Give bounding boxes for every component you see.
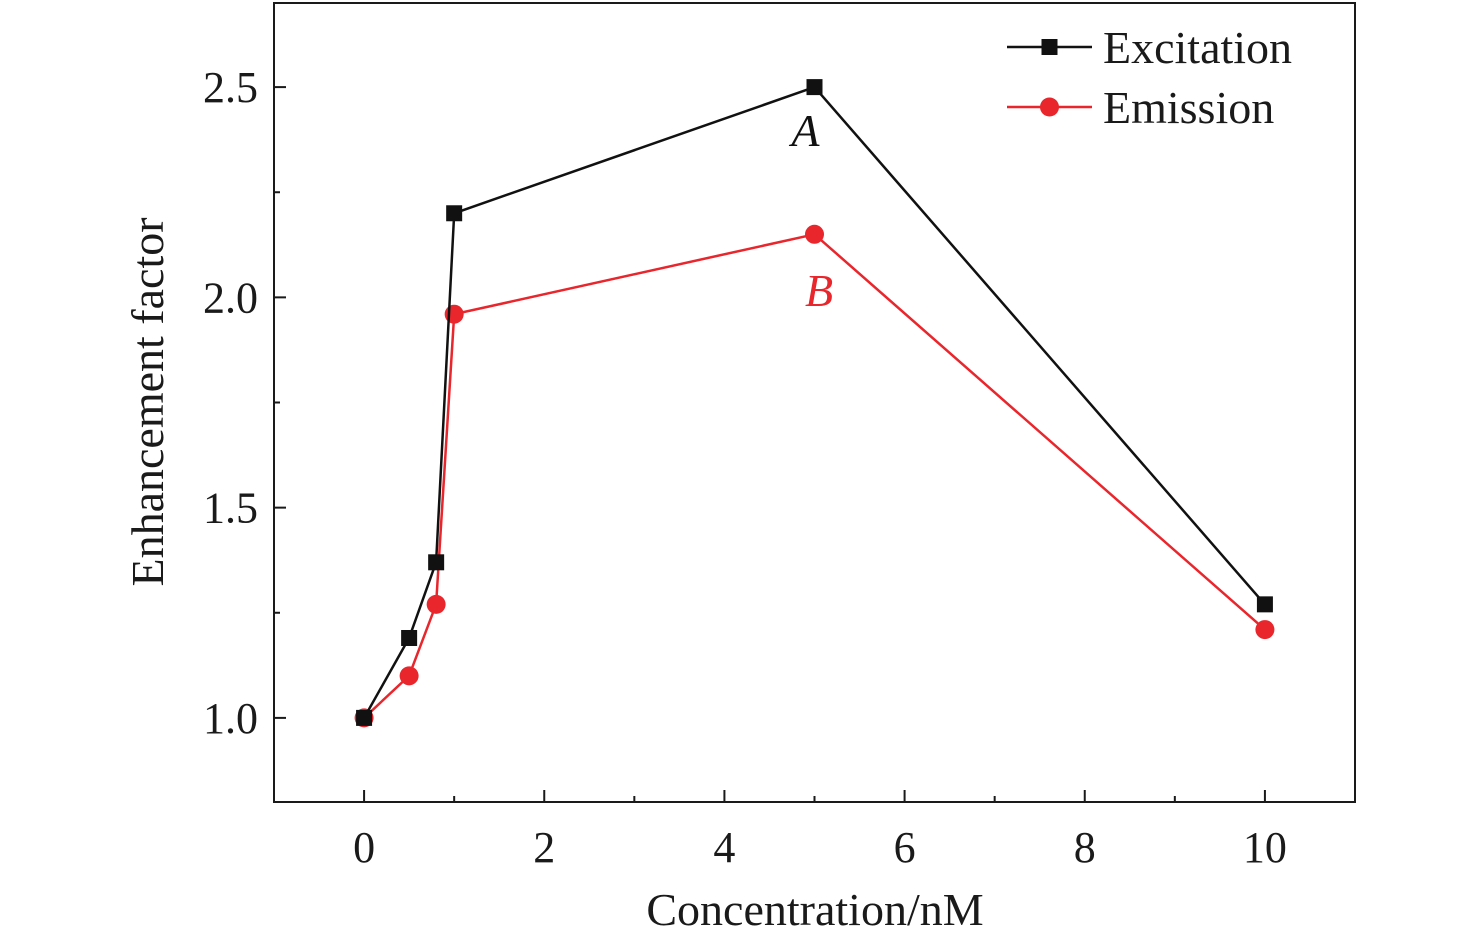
y-tick-label: 2.5 — [203, 63, 258, 112]
data-point — [1255, 620, 1275, 640]
legend: Excitation Emission — [1007, 22, 1292, 133]
x-tick-label: 10 — [1243, 823, 1287, 872]
data-point — [806, 79, 823, 96]
data-point — [446, 205, 463, 222]
y-tick-label: 1.0 — [203, 694, 258, 743]
annotation-label: A — [788, 105, 820, 156]
legend-label: Excitation — [1103, 22, 1292, 73]
data-point — [356, 709, 373, 726]
legend-marker — [1040, 97, 1059, 117]
x-tick-label: 4 — [713, 823, 735, 872]
series-line — [363, 232, 1266, 719]
x-tick-label: 8 — [1074, 823, 1096, 872]
x-tick-label: 0 — [353, 823, 375, 872]
x-tick-label: 2 — [533, 823, 555, 872]
y-axis: 1.0 1.5 2.0 2.5 — [203, 63, 286, 743]
x-tick-label: 6 — [894, 823, 916, 872]
data-point — [426, 594, 446, 614]
data-point — [428, 554, 445, 571]
series-line — [363, 85, 1266, 719]
y-axis-title: Enhancement factor — [122, 217, 173, 586]
data-point — [1256, 596, 1273, 613]
annotation-label: B — [805, 265, 833, 316]
legend-label: Emission — [1103, 82, 1274, 133]
y-tick-label: 2.0 — [203, 273, 258, 322]
data-point — [805, 224, 824, 244]
annotations: AB — [788, 105, 833, 316]
y-tick-label: 1.5 — [203, 484, 258, 533]
data-point — [401, 629, 418, 646]
x-axis: 0 2 4 6 8 10 — [273, 790, 1356, 872]
series-layer — [354, 79, 1275, 728]
legend-marker — [1041, 39, 1058, 55]
series-excitation — [356, 79, 1273, 726]
data-point — [399, 666, 419, 686]
x-axis-title: Concentration/nM — [646, 884, 983, 935]
